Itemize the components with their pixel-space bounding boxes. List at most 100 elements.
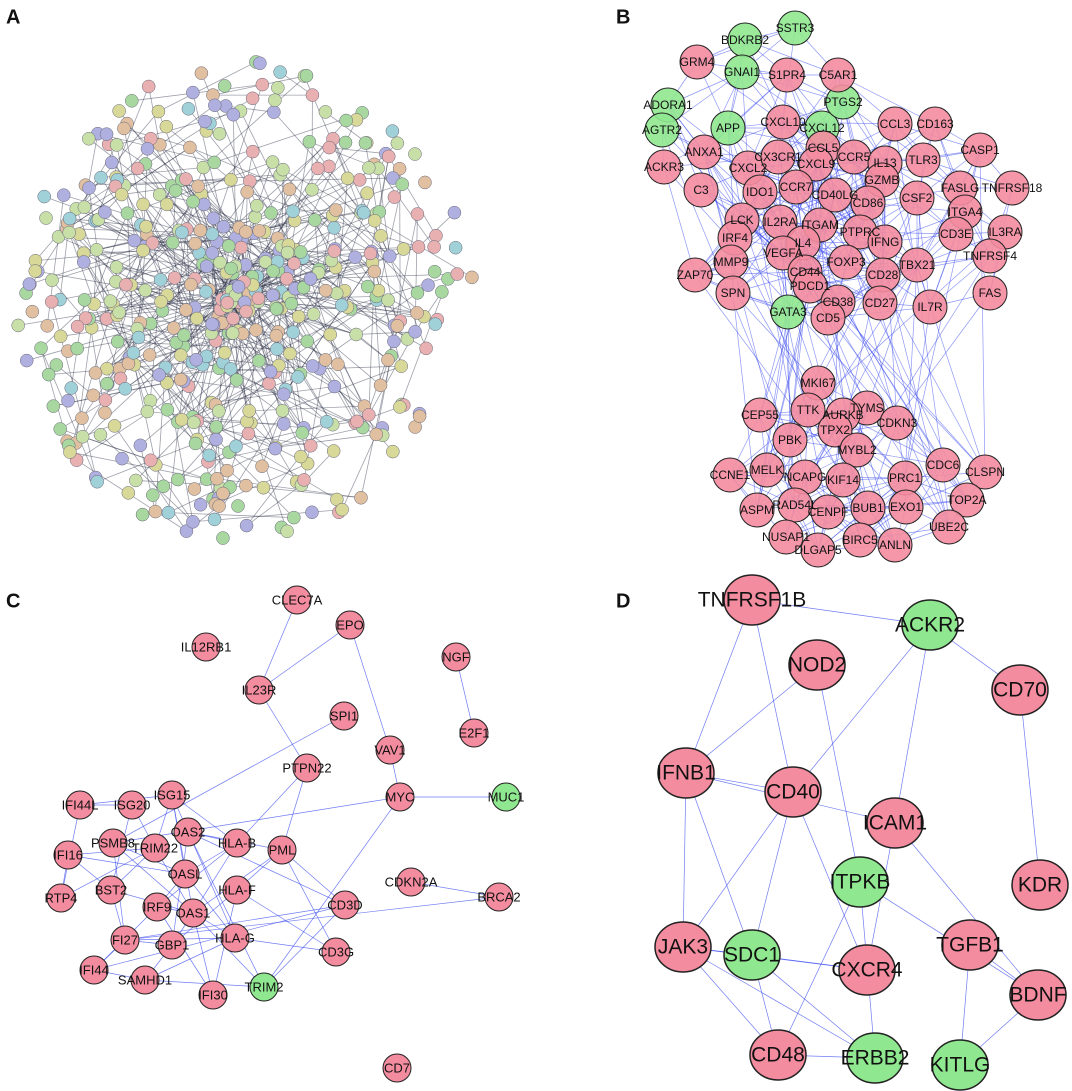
- node-label: AGTR2: [642, 123, 682, 137]
- node: [820, 57, 856, 93]
- node-label: CCR7: [780, 180, 813, 194]
- node-label: ICAM1: [863, 812, 927, 835]
- node: [77, 200, 92, 214]
- edge: [178, 230, 204, 365]
- node: [465, 270, 479, 285]
- node-label: CD44: [790, 265, 821, 279]
- node: [322, 159, 336, 174]
- node: [387, 334, 401, 349]
- node: [326, 444, 341, 458]
- node-label: TTK: [797, 403, 820, 417]
- node: [396, 867, 426, 897]
- node: [938, 216, 974, 252]
- node: [152, 368, 166, 382]
- node: [778, 169, 814, 205]
- node: [136, 197, 150, 212]
- node: [46, 399, 61, 413]
- node: [386, 171, 400, 185]
- node: [167, 271, 182, 285]
- node: [117, 790, 147, 820]
- node-label: TNFRSF1B: [698, 589, 807, 612]
- node: [239, 478, 253, 493]
- node: [234, 240, 248, 255]
- node-label: ACKR3: [644, 160, 684, 174]
- node-label: CXCR4: [831, 959, 903, 982]
- node: [37, 189, 51, 204]
- node: [1011, 859, 1069, 911]
- edge: [252, 276, 395, 326]
- edge: [281, 849, 337, 953]
- node: [129, 473, 143, 488]
- node: [157, 780, 187, 810]
- node-label: PBK: [778, 433, 802, 447]
- node: [866, 797, 924, 849]
- node: [209, 432, 223, 447]
- edge: [115, 281, 185, 382]
- node-label: MKI67: [801, 376, 836, 390]
- edge: [186, 229, 193, 363]
- node: [239, 304, 253, 319]
- node: [739, 492, 775, 528]
- edge: [93, 904, 346, 971]
- node: [252, 354, 266, 368]
- edge: [106, 318, 193, 418]
- node: [218, 345, 232, 360]
- edge: [159, 104, 216, 146]
- node: [411, 240, 426, 254]
- node-label: CCL3: [880, 117, 911, 131]
- edge: [312, 292, 418, 367]
- node: [306, 307, 321, 321]
- node: [305, 88, 320, 102]
- edge: [142, 204, 212, 334]
- node: [393, 400, 407, 414]
- node: [967, 454, 1003, 490]
- node: [777, 10, 813, 46]
- node: [53, 840, 83, 870]
- edge: [258, 599, 298, 691]
- node: [220, 923, 250, 953]
- node: [41, 367, 56, 382]
- edge: [258, 624, 351, 691]
- node: [118, 382, 132, 396]
- edge: [106, 250, 144, 384]
- edge: [236, 889, 337, 953]
- node: [800, 532, 836, 568]
- node: [335, 502, 349, 517]
- node: [125, 94, 139, 108]
- edge: [168, 512, 294, 519]
- edge: [347, 273, 458, 308]
- node: [408, 325, 422, 339]
- node: [199, 285, 213, 299]
- node: [239, 225, 253, 239]
- node: [186, 194, 200, 209]
- node: [322, 140, 337, 155]
- edge: [110, 268, 232, 302]
- node: [382, 1053, 412, 1083]
- edge: [166, 266, 236, 384]
- node: [198, 114, 212, 129]
- node-label: CLSPN: [965, 465, 1005, 479]
- edge: [159, 144, 234, 274]
- edge: [792, 791, 868, 971]
- node-label: APP: [716, 121, 740, 135]
- node: [286, 325, 300, 339]
- edge: [349, 624, 391, 751]
- node: [133, 438, 148, 453]
- node: [949, 482, 985, 518]
- node: [46, 883, 76, 913]
- edge: [378, 156, 390, 212]
- node: [742, 397, 778, 433]
- edge: [116, 110, 241, 146]
- node: [842, 522, 878, 558]
- node-label: CD7: [384, 1060, 410, 1075]
- node: [251, 291, 266, 306]
- edge: [211, 386, 335, 403]
- node: [318, 105, 333, 119]
- edge: [177, 365, 280, 480]
- node: [170, 859, 200, 889]
- edge: [275, 293, 337, 337]
- node-label: BUB1: [852, 501, 884, 515]
- node: [61, 394, 75, 408]
- panel-label: B: [616, 6, 630, 28]
- node: [360, 186, 374, 200]
